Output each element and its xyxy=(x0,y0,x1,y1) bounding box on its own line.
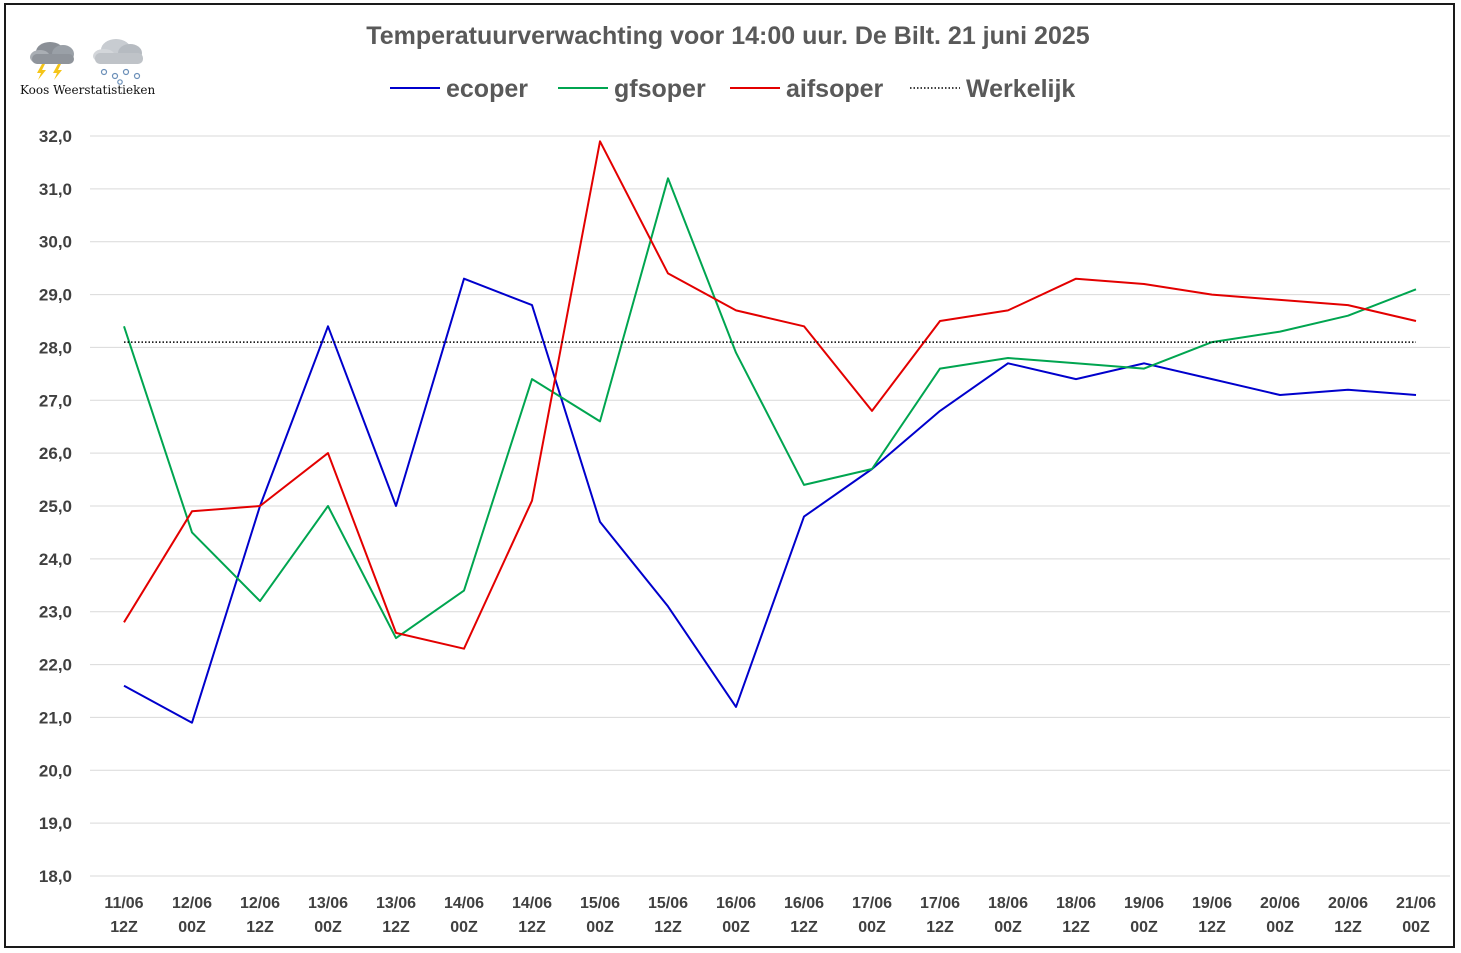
legend-label-werkelijk: Werkelijk xyxy=(966,75,1075,103)
series-lines xyxy=(123,140,1417,724)
brand-logo xyxy=(30,39,143,85)
y-tick-label: 24,0 xyxy=(39,550,72,569)
x-tick-label: 15/06 00Z xyxy=(580,895,620,936)
x-tick-label: 13/06 12Z xyxy=(376,895,416,936)
y-tick-label: 32,0 xyxy=(39,127,72,146)
y-tick-label: 27,0 xyxy=(39,391,72,410)
x-tick-label: 18/06 00Z xyxy=(988,895,1028,936)
chart-frame xyxy=(4,3,1455,948)
x-tick-label: 18/06 12Z xyxy=(1056,895,1096,936)
x-axis: 11/06 12Z 12/06 00Z 12/06 12Z 13/06 00Z 13/06 12Z… xyxy=(104,895,1436,936)
x-tick-label: 20/06 00Z xyxy=(1260,895,1300,936)
x-tick-label: 20/06 12Z xyxy=(1328,895,1368,936)
brand-name: Koos Weerstatistieken xyxy=(20,83,156,97)
legend-label-aifsoper: aifsoper xyxy=(786,75,884,103)
series-line-gfsoper xyxy=(123,177,1417,640)
y-tick-label: 18,0 xyxy=(39,867,72,886)
snow-cloud-icon xyxy=(93,39,143,85)
y-tick-label: 23,0 xyxy=(39,603,72,622)
x-tick-label: 21/06 00Z xyxy=(1396,895,1436,936)
x-tick-label: 16/06 12Z xyxy=(784,895,824,936)
y-tick-label: 28,0 xyxy=(39,338,72,357)
x-tick-label: 11/06 12Z xyxy=(104,895,143,936)
y-tick-label: 29,0 xyxy=(39,286,72,305)
y-tick-label: 20,0 xyxy=(39,761,72,780)
y-axis: 18,0 19,0 20,0 21,0 22,0 23,0 24,0 25,0 26,0 27,0… xyxy=(39,127,72,886)
x-tick-label: 17/06 12Z xyxy=(920,895,960,936)
y-tick-label: 25,0 xyxy=(39,497,72,516)
x-tick-label: 19/06 12Z xyxy=(1192,895,1232,936)
x-tick-label: 14/06 00Z xyxy=(444,895,484,936)
x-tick-label: 12/06 12Z xyxy=(240,895,280,936)
x-tick-label: 14/06 12Z xyxy=(512,895,552,936)
grid xyxy=(90,135,1450,877)
x-tick-label: 13/06 00Z xyxy=(308,895,348,936)
thunderstorm-cloud-icon xyxy=(30,42,74,80)
x-tick-label: 16/06 00Z xyxy=(716,895,756,936)
legend-label-gfsoper: gfsoper xyxy=(614,75,706,103)
y-tick-label: 21,0 xyxy=(39,708,72,727)
y-tick-label: 31,0 xyxy=(39,180,72,199)
series-line-aifsoper xyxy=(123,140,1417,650)
series-line-ecoper xyxy=(123,277,1417,724)
y-tick-label: 19,0 xyxy=(39,814,72,833)
y-tick-label: 22,0 xyxy=(39,656,72,675)
x-tick-label: 17/06 00Z xyxy=(852,895,892,936)
y-tick-label: 26,0 xyxy=(39,444,72,463)
x-tick-label: 19/06 00Z xyxy=(1124,895,1164,936)
legend-label-ecoper: ecoper xyxy=(446,75,528,103)
chart-title: Temperatuurverwachting voor 14:00 uur. D… xyxy=(366,22,1089,50)
legend: ecoper gfsoper aifsoper Werkelijk xyxy=(390,75,1075,103)
x-tick-label: 15/06 12Z xyxy=(648,895,688,936)
y-tick-label: 30,0 xyxy=(39,233,72,252)
x-tick-label: 12/06 00Z xyxy=(172,895,212,936)
